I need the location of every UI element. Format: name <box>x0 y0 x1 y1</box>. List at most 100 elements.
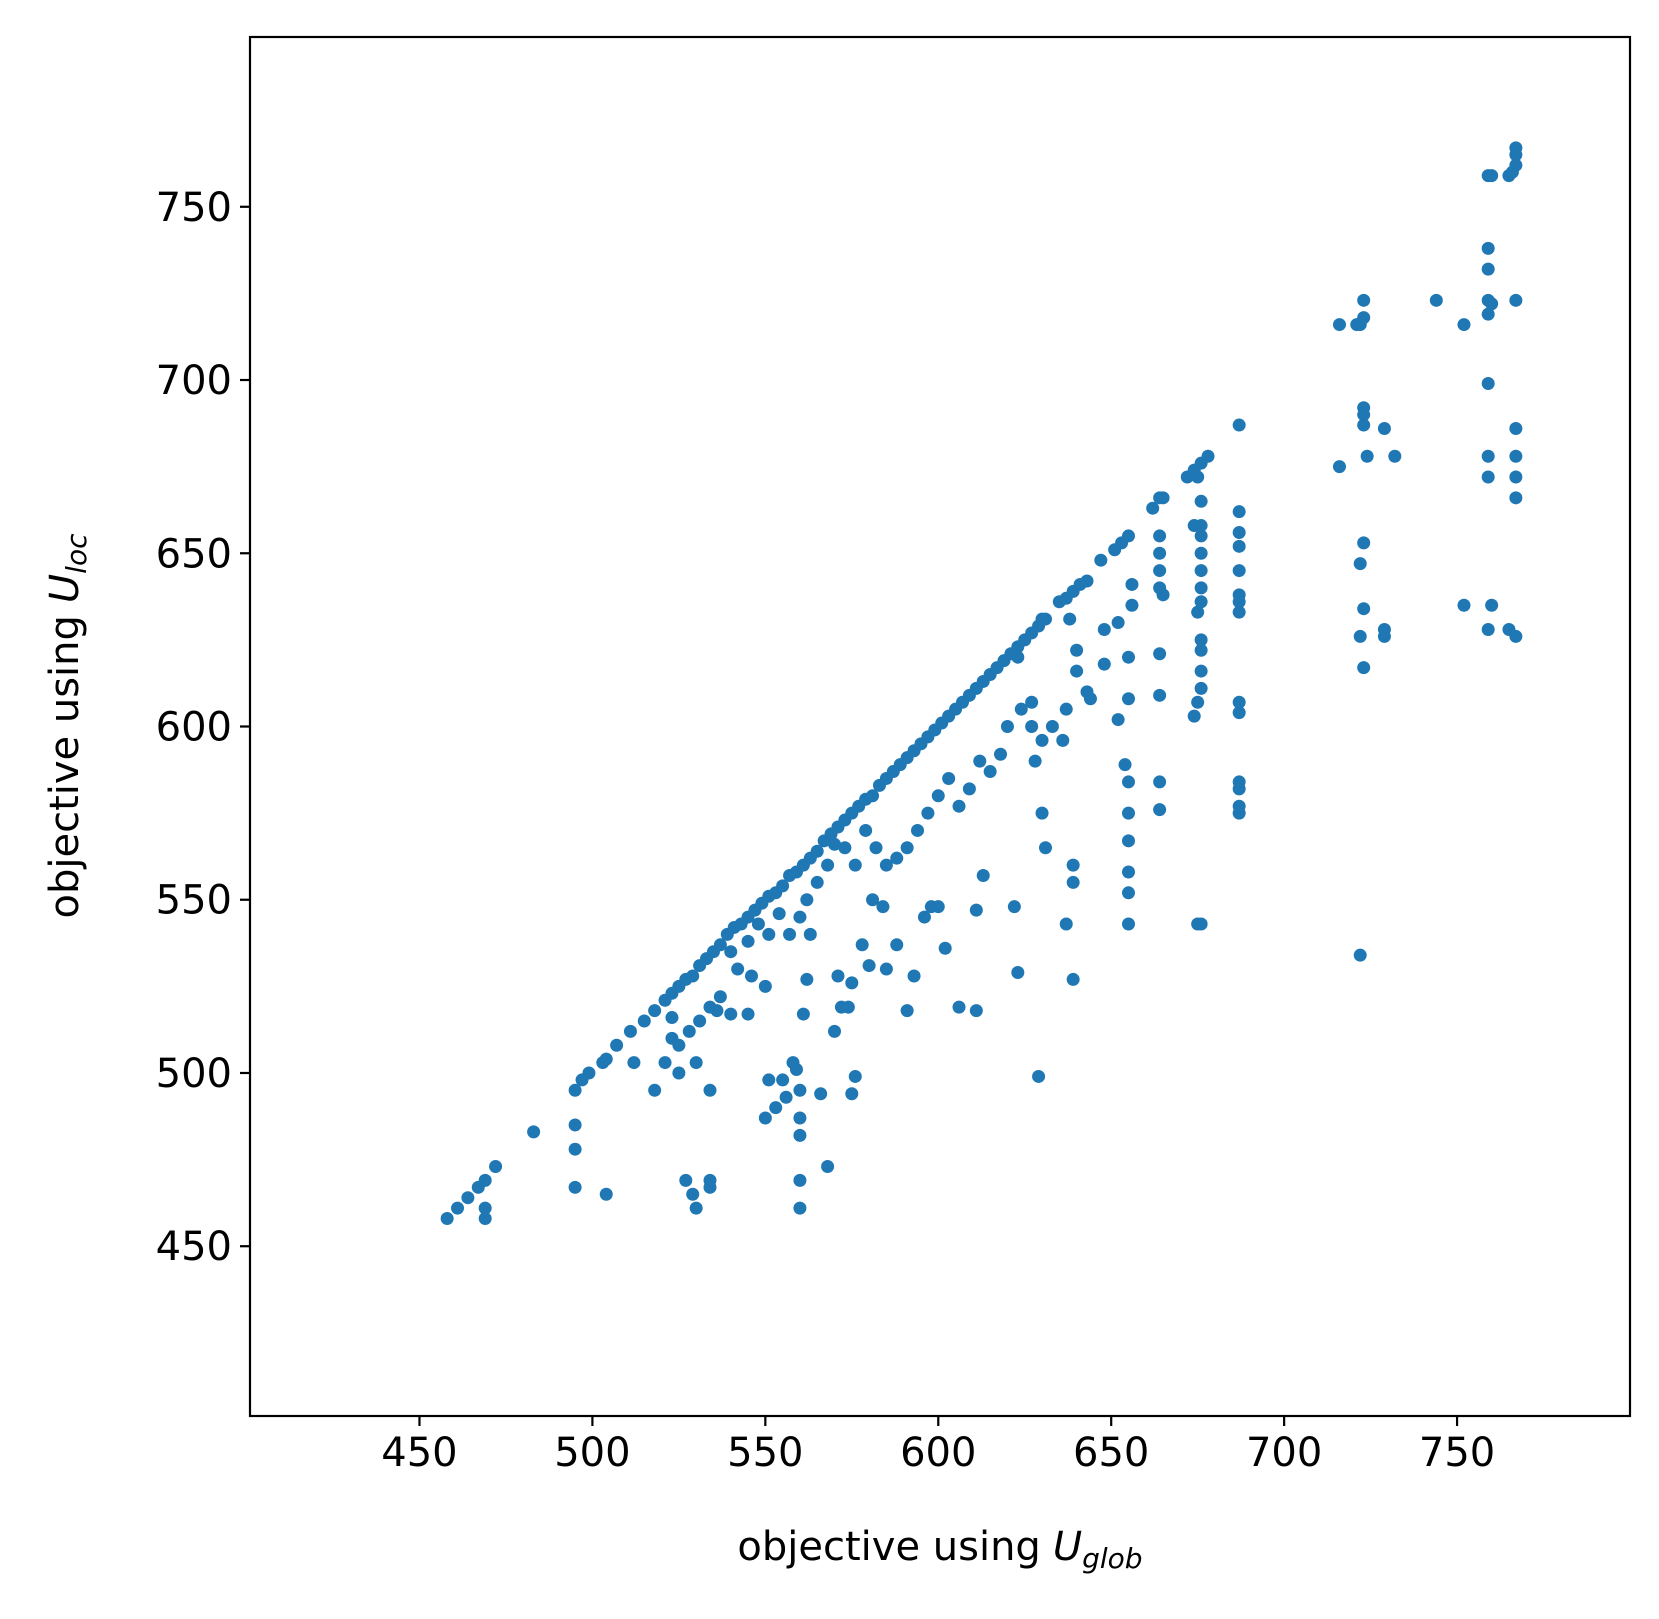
point <box>1481 262 1495 276</box>
point <box>451 1201 465 1215</box>
point <box>568 1180 582 1194</box>
point <box>1035 612 1049 626</box>
point <box>713 938 727 952</box>
point <box>1232 706 1246 720</box>
x-label-symbol: U <box>1053 1524 1082 1570</box>
point <box>1066 972 1080 986</box>
point <box>1153 491 1167 505</box>
point <box>1232 525 1246 539</box>
point <box>1153 803 1167 817</box>
point <box>1080 574 1094 588</box>
point <box>1357 311 1371 325</box>
point <box>1121 834 1135 848</box>
point <box>1194 595 1208 609</box>
point <box>862 959 876 973</box>
point <box>1481 376 1495 390</box>
point <box>1481 241 1495 255</box>
point <box>793 910 807 924</box>
point <box>1194 643 1208 657</box>
point <box>1125 577 1139 591</box>
point <box>731 962 745 976</box>
point <box>828 837 842 851</box>
point <box>890 938 904 952</box>
point <box>1232 775 1246 789</box>
x-tick-label: 600 <box>900 1430 976 1476</box>
point <box>841 1000 855 1014</box>
point <box>1153 647 1167 661</box>
point <box>658 1056 672 1070</box>
point <box>783 927 797 941</box>
point <box>527 1125 541 1139</box>
point <box>1485 598 1499 612</box>
point <box>1353 557 1367 571</box>
point <box>679 1173 693 1187</box>
point <box>942 771 956 785</box>
point <box>793 1201 807 1215</box>
x-label-subscript: glob <box>1082 1542 1142 1575</box>
point <box>1194 581 1208 595</box>
point <box>1028 754 1042 768</box>
point <box>1194 633 1208 647</box>
point <box>1232 588 1246 602</box>
point <box>461 1191 475 1205</box>
point <box>689 1056 703 1070</box>
y-tick-label: 550 <box>156 878 232 924</box>
point <box>1509 449 1523 463</box>
point <box>1509 491 1523 505</box>
point <box>952 799 966 813</box>
y-axis-label: objective using Uloc <box>42 533 93 919</box>
y-tick-label: 750 <box>156 185 232 231</box>
point <box>976 868 990 882</box>
point <box>969 1004 983 1018</box>
x-tick-label: 500 <box>554 1430 630 1476</box>
y-tick-label: 450 <box>156 1224 232 1270</box>
point <box>1007 900 1021 914</box>
point <box>1118 758 1132 772</box>
point <box>648 1083 662 1097</box>
point <box>672 1066 686 1080</box>
point <box>810 844 824 858</box>
point <box>1070 643 1084 657</box>
point <box>848 1069 862 1083</box>
point <box>724 1007 738 1021</box>
point <box>1070 664 1084 678</box>
point <box>1153 775 1167 789</box>
point <box>1194 494 1208 508</box>
point <box>610 1038 624 1052</box>
point <box>1481 622 1495 636</box>
point <box>627 1056 641 1070</box>
point <box>724 945 738 959</box>
point <box>1509 422 1523 436</box>
point <box>703 1000 717 1014</box>
point <box>741 1007 755 1021</box>
point <box>1332 318 1346 332</box>
point <box>1232 605 1246 619</box>
point <box>1146 501 1160 515</box>
point <box>1485 297 1499 311</box>
point <box>762 1073 776 1087</box>
x-tick-label: 650 <box>1073 1430 1149 1476</box>
point <box>1353 948 1367 962</box>
x-axis-label: objective using Uglob <box>737 1524 1142 1575</box>
point <box>1194 529 1208 543</box>
point <box>1357 602 1371 616</box>
point <box>838 841 852 855</box>
point <box>1194 681 1208 695</box>
point <box>1121 806 1135 820</box>
point <box>1097 657 1111 671</box>
point <box>772 907 786 921</box>
point <box>1509 141 1523 155</box>
point <box>741 934 755 948</box>
point <box>1153 688 1167 702</box>
point <box>713 990 727 1004</box>
point <box>917 910 931 924</box>
point <box>859 823 873 837</box>
point <box>478 1201 492 1215</box>
point <box>1457 598 1471 612</box>
point <box>568 1083 582 1097</box>
point <box>1509 293 1523 307</box>
point <box>599 1052 613 1066</box>
point <box>1121 917 1135 931</box>
point <box>1153 546 1167 560</box>
point <box>1035 806 1049 820</box>
